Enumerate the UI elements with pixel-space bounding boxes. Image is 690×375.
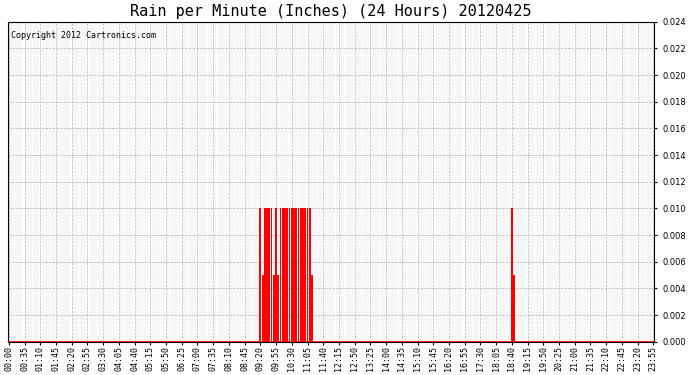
Title: Rain per Minute (Inches) (24 Hours) 20120425: Rain per Minute (Inches) (24 Hours) 2012… bbox=[130, 4, 532, 19]
Bar bbox=[277, 275, 279, 342]
Bar bbox=[300, 209, 302, 342]
Bar bbox=[266, 209, 268, 342]
Bar bbox=[511, 209, 513, 342]
Bar bbox=[306, 209, 308, 342]
Bar bbox=[284, 209, 286, 342]
Bar bbox=[279, 209, 282, 342]
Bar bbox=[293, 209, 295, 342]
Bar bbox=[273, 275, 275, 342]
Bar bbox=[513, 275, 515, 342]
Text: Copyright 2012 Cartronics.com: Copyright 2012 Cartronics.com bbox=[11, 32, 156, 40]
Bar bbox=[302, 209, 304, 342]
Bar bbox=[268, 209, 270, 342]
Bar bbox=[286, 209, 288, 342]
Bar bbox=[282, 209, 284, 342]
Bar bbox=[275, 209, 277, 342]
Bar bbox=[288, 209, 290, 342]
Bar bbox=[264, 209, 266, 342]
Bar bbox=[262, 275, 264, 342]
Bar bbox=[311, 275, 313, 342]
Bar bbox=[297, 209, 299, 342]
Bar bbox=[270, 209, 273, 342]
Bar bbox=[259, 209, 262, 342]
Bar bbox=[304, 209, 306, 342]
Bar bbox=[295, 209, 297, 342]
Bar bbox=[291, 209, 293, 342]
Bar bbox=[309, 209, 310, 342]
